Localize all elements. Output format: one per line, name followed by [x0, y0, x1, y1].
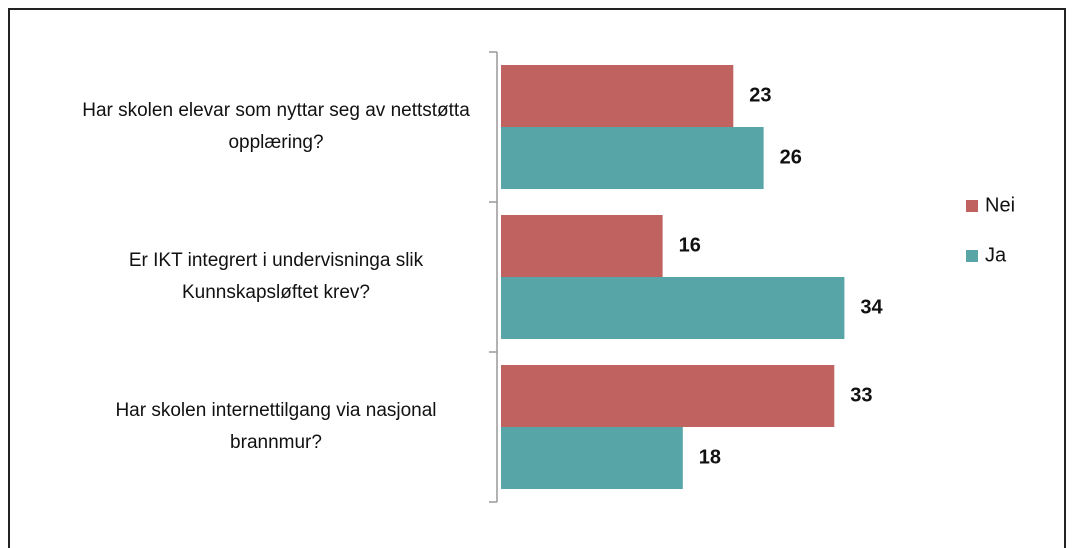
category-label: Har skolen internettilgang via nasjonal … — [115, 400, 437, 453]
value-label: 16 — [679, 234, 701, 256]
bar — [501, 65, 734, 127]
legend-swatch — [966, 200, 978, 212]
value-label: 18 — [699, 446, 721, 468]
value-label: 34 — [860, 296, 883, 318]
legend-swatch — [966, 250, 978, 262]
bar — [501, 127, 764, 189]
chart: 23 26 16 34 33 18 Nei Ja — [489, 51, 1015, 503]
bar — [501, 365, 835, 427]
legend-label: Nei — [985, 194, 1015, 216]
bar — [501, 277, 845, 339]
category-label: Har skolen elevar som nyttar seg av nett… — [82, 100, 470, 153]
frame — [8, 8, 1066, 548]
legend-label: Ja — [985, 244, 1007, 266]
bar — [501, 215, 663, 277]
category-label: Er IKT integrert i undervisninga slik Ku… — [128, 250, 424, 303]
bar — [501, 427, 683, 489]
value-label: 33 — [850, 384, 872, 406]
page: 23 26 16 34 33 18 Nei Ja Har skolen elevar som … — [8, 8, 1066, 548]
value-label: 23 — [749, 84, 771, 106]
value-label: 26 — [780, 146, 802, 168]
